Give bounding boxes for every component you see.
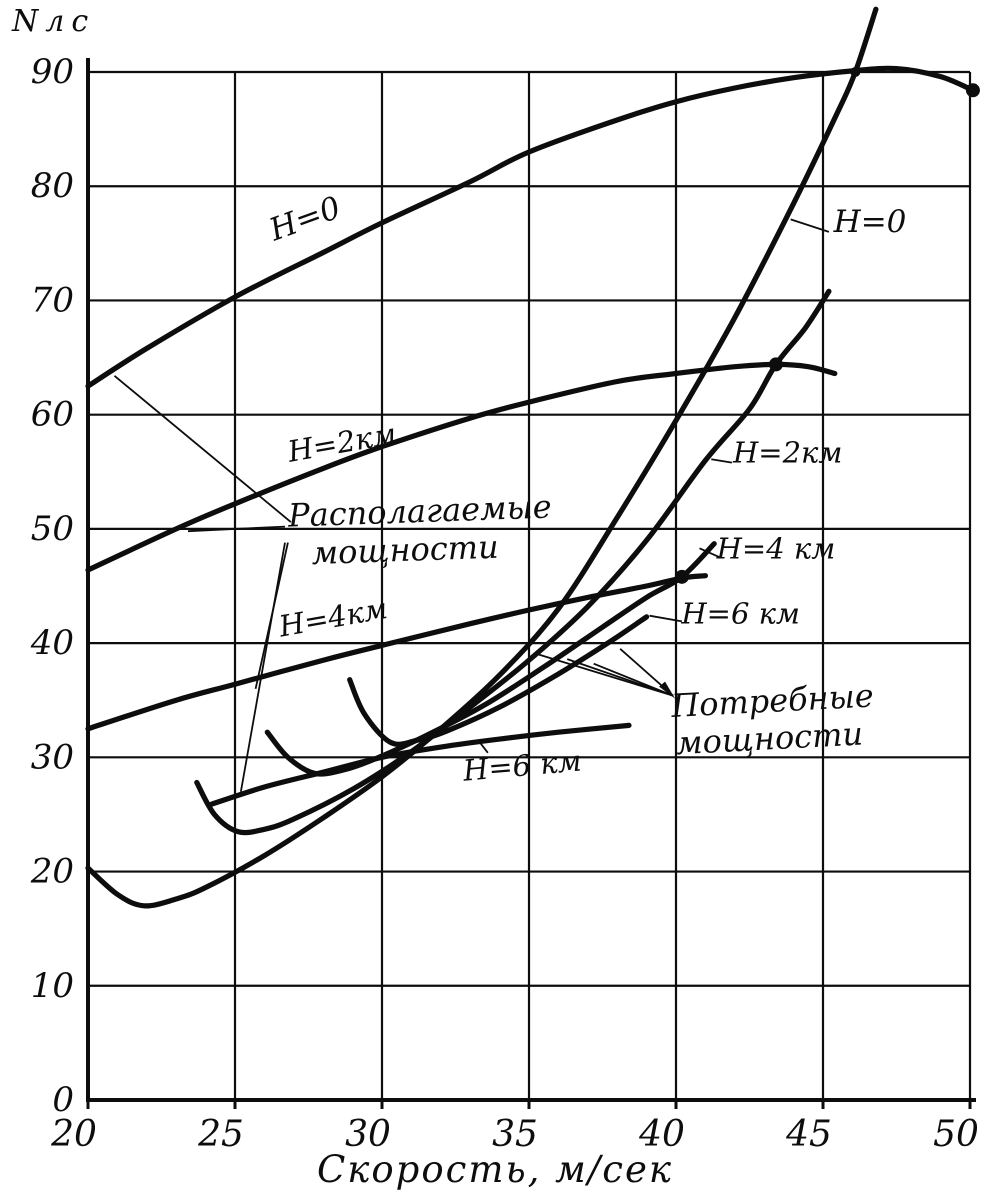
intersection-dot bbox=[850, 67, 861, 77]
y-axis-title: Nлс bbox=[12, 4, 96, 39]
curve-req-h4 bbox=[264, 541, 717, 777]
x-tick-label: 30 bbox=[345, 1114, 391, 1155]
x-tick-label: 45 bbox=[785, 1114, 832, 1155]
curve-label-h4-right: H=4 км bbox=[716, 532, 836, 566]
annotation-leader-line bbox=[711, 458, 733, 464]
curve-label-h6-left: H=6 км bbox=[461, 744, 583, 788]
curve-label-h2-right: H=2км bbox=[732, 436, 842, 470]
curve-label-avail-line2: мощности bbox=[311, 528, 499, 573]
x-tick-label: 40 bbox=[638, 1114, 685, 1155]
curve-req-h0 bbox=[85, 6, 879, 909]
annotation-leader-line bbox=[649, 614, 683, 623]
annotation-leader-line bbox=[239, 542, 286, 792]
y-tick-label: 40 bbox=[30, 623, 74, 663]
curve-avail-h4 bbox=[85, 573, 708, 732]
annotation-leader-line bbox=[187, 525, 286, 533]
y-tick-label: 30 bbox=[31, 737, 74, 777]
curve-label-h6-right: H=6 км bbox=[680, 597, 800, 631]
y-tick-label: 80 bbox=[31, 166, 74, 206]
y-tick-label: 60 bbox=[31, 395, 74, 435]
y-tick-label: 50 bbox=[31, 509, 74, 549]
intersection-dot bbox=[674, 569, 689, 584]
leader-arrowhead-icon bbox=[659, 681, 676, 699]
y-tick-label: 20 bbox=[30, 852, 74, 892]
curve-req-h6 bbox=[347, 614, 650, 747]
x-tick-label: 35 bbox=[492, 1114, 538, 1155]
curve-label-h4-left: H=4км bbox=[275, 591, 390, 644]
annotation-leader-line bbox=[790, 218, 830, 233]
curve-label-h0-left: H=0 bbox=[264, 190, 346, 249]
x-tick-label: 25 bbox=[197, 1114, 244, 1155]
y-tick-label: 70 bbox=[31, 280, 74, 320]
intersection-dot bbox=[965, 83, 980, 98]
annotation-leader-line bbox=[699, 547, 721, 559]
x-tick-label: 50 bbox=[933, 1114, 979, 1155]
curve-req-h2 bbox=[194, 288, 832, 836]
y-tick-label: 90 bbox=[31, 52, 74, 92]
curve-label-avail-line1: Располагаемые bbox=[286, 487, 552, 534]
annotation-leader-line bbox=[593, 662, 674, 697]
x-tick-label: 20 bbox=[50, 1114, 97, 1155]
intersection-dot bbox=[768, 357, 783, 372]
y-tick-label: 0 bbox=[52, 1080, 74, 1120]
annotation-leader-line bbox=[113, 375, 292, 523]
curve-label-h0-right: H=0 bbox=[833, 204, 907, 240]
x-axis-title: Скорость, м/сек bbox=[317, 1148, 673, 1191]
curve-avail-h0 bbox=[85, 65, 976, 389]
annotation-leader-line bbox=[566, 658, 674, 697]
y-tick-label: 10 bbox=[31, 966, 74, 1006]
